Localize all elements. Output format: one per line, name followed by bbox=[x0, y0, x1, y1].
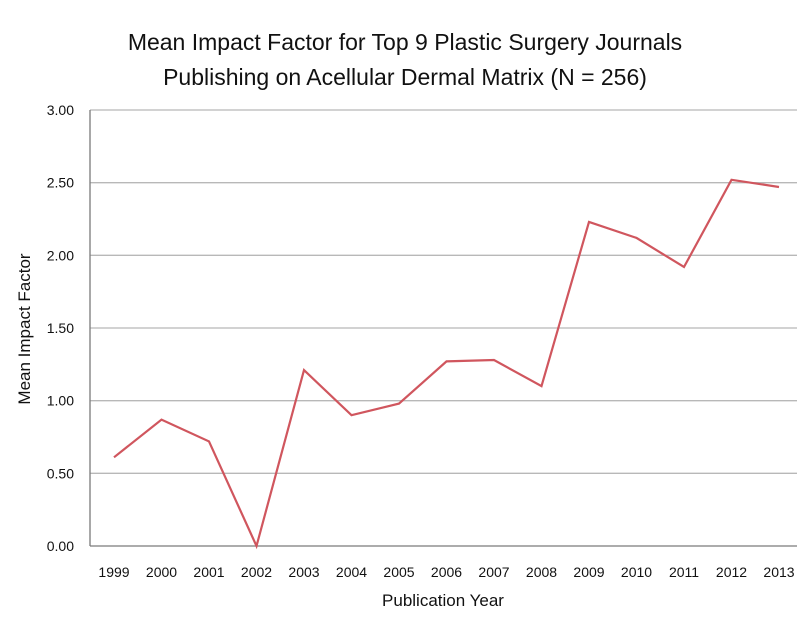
x-tick-label: 2000 bbox=[146, 564, 177, 580]
x-tick-label: 2010 bbox=[621, 564, 652, 580]
x-tick-label: 2013 bbox=[763, 564, 794, 580]
x-tick-labels: 1999 2000 2001 2002 2003 2004 2005 2006 2007 2008… bbox=[98, 564, 794, 580]
x-tick-label: 2004 bbox=[336, 564, 367, 580]
y-tick-label: 2.00 bbox=[47, 247, 74, 263]
y-tick-label: 0.00 bbox=[47, 538, 74, 554]
chart-title-line-2: Publishing on Acellular Dermal Matrix (N… bbox=[163, 64, 647, 90]
x-tick-label: 2008 bbox=[526, 564, 557, 580]
x-tick-label: 1999 bbox=[98, 564, 129, 580]
y-tick-label: 0.50 bbox=[47, 465, 74, 481]
chart-title-line-1: Mean Impact Factor for Top 9 Plastic Sur… bbox=[128, 29, 682, 55]
x-tick-label: 2011 bbox=[669, 564, 699, 580]
y-tick-label: 3.00 bbox=[47, 102, 74, 118]
gridlines bbox=[90, 109, 797, 474]
x-tick-label: 2002 bbox=[241, 564, 272, 580]
series-line bbox=[113, 178, 780, 550]
x-axis-label: Publication Year bbox=[382, 591, 504, 610]
series-mean-impact-factor bbox=[113, 178, 780, 550]
y-tick-label: 1.50 bbox=[47, 320, 74, 336]
x-tick-label: 2003 bbox=[288, 564, 319, 580]
x-tick-label: 2009 bbox=[573, 564, 604, 580]
y-axis-label: Mean Impact Factor bbox=[15, 253, 34, 405]
y-tick-label: 2.50 bbox=[47, 175, 74, 191]
x-tick-label: 2007 bbox=[478, 564, 509, 580]
x-tick-label: 2005 bbox=[383, 564, 414, 580]
y-tick-labels: 0.00 0.50 1.00 1.50 2.00 2.50 3.00 bbox=[47, 102, 74, 554]
y-tick-label: 1.00 bbox=[47, 393, 74, 409]
x-tick-label: 2012 bbox=[716, 564, 747, 580]
x-tick-label: 2001 bbox=[193, 564, 224, 580]
axes bbox=[89, 110, 797, 547]
x-tick-label: 2006 bbox=[431, 564, 462, 580]
